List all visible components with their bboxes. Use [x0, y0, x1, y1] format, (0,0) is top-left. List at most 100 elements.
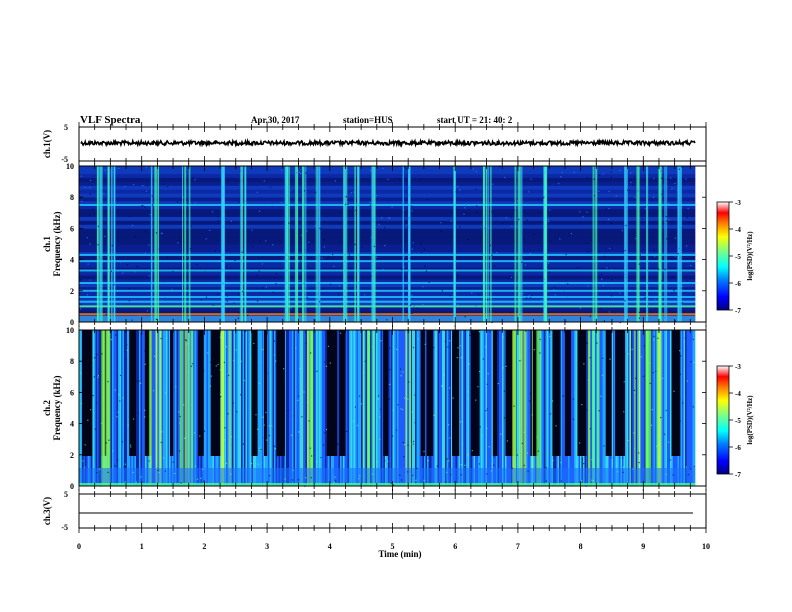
- spectro-column: [626, 330, 629, 486]
- spectro-speckle: [160, 441, 162, 444]
- spectro-speckle: [200, 299, 202, 301]
- spectro-gap: [198, 330, 204, 456]
- colorbar-tick-label: -5: [735, 253, 741, 261]
- spectro-column: [301, 330, 303, 486]
- spectro-speckle: [603, 220, 605, 223]
- spectro-speckle: [399, 178, 401, 180]
- spectro-tone: [79, 313, 696, 316]
- spectro-speckle: [674, 182, 676, 185]
- spectro-speckle: [94, 357, 96, 359]
- spectro-speckle: [584, 390, 587, 392]
- spectro-speckle: [256, 191, 258, 193]
- spectro-speckle: [475, 170, 477, 173]
- spectro-speckle: [310, 455, 313, 457]
- spectro-speckle: [529, 392, 532, 395]
- spectro-burst: [536, 330, 540, 486]
- spectro-speckle: [533, 233, 535, 235]
- spectro-speckle: [397, 404, 399, 406]
- spectro-speckle: [252, 270, 254, 272]
- spectro-band: [79, 166, 696, 171]
- spectro-speckle: [663, 274, 666, 276]
- spectro-column: [407, 330, 410, 486]
- spectro-speckle: [653, 196, 655, 198]
- spectro-speckle: [182, 290, 184, 292]
- spectro-speckle: [640, 356, 643, 358]
- spectro-speckle: [395, 348, 398, 350]
- spectro-speckle: [151, 204, 154, 206]
- spectro-column: [488, 330, 491, 486]
- spectro-speckle: [681, 166, 683, 168]
- spectro-speckle: [677, 253, 679, 255]
- spectro-speckle: [414, 394, 416, 396]
- spectro-speckle: [378, 416, 381, 418]
- spectro-speckle: [142, 204, 144, 207]
- spectro-speckle: [478, 293, 480, 296]
- spectro-column: [349, 330, 351, 486]
- spectro-speckle: [488, 228, 490, 230]
- spectro-speckle: [537, 450, 539, 452]
- spectro-speckle: [230, 436, 233, 438]
- spectro-speckle: [680, 355, 682, 357]
- spectro-speckle: [278, 347, 280, 349]
- spectro-speckle: [486, 230, 488, 233]
- spectro-speckle: [449, 387, 451, 389]
- spectro-speckle: [673, 289, 675, 292]
- spectro-speckle: [480, 270, 482, 273]
- spectro-speckle: [186, 253, 188, 255]
- spectro-streak: [514, 166, 517, 322]
- spectro-speckle: [278, 393, 280, 395]
- spectro-speckle: [455, 208, 458, 211]
- spectro-speckle: [692, 338, 695, 341]
- spectro-speckle: [581, 403, 583, 406]
- spectro-speckle: [584, 403, 586, 405]
- spectro-speckle: [554, 467, 556, 469]
- spectro-burst: [405, 330, 407, 486]
- spectro-speckle: [578, 364, 580, 366]
- spectro-speckle: [639, 254, 641, 256]
- spectro-speckle: [322, 288, 324, 290]
- spectro-speckle: [652, 372, 654, 374]
- spectro-column: [110, 330, 113, 486]
- spectro-column: [92, 330, 95, 486]
- spectro-speckle: [327, 330, 329, 332]
- spectro-tone: [79, 260, 696, 263]
- spectro-speckle: [262, 416, 264, 418]
- spectro-speckle: [138, 315, 140, 317]
- spectro-speckle: [87, 290, 90, 292]
- spectro-burst: [188, 330, 190, 486]
- spectro-speckle: [502, 336, 504, 338]
- spectro-speckle: [617, 407, 619, 409]
- spectro-speckle: [370, 237, 372, 239]
- spectro-column: [337, 330, 339, 486]
- spectro-speckle: [403, 209, 405, 211]
- spectro-speckle: [589, 428, 591, 430]
- spectro-speckle: [527, 470, 529, 472]
- spectro-speckle: [660, 416, 662, 419]
- spectro-speckle: [657, 337, 659, 339]
- spectro-speckle: [402, 202, 404, 204]
- spectro-speckle: [99, 468, 101, 470]
- spectro-column: [382, 330, 384, 486]
- spectro-speckle: [220, 396, 222, 398]
- spectro-speckle: [663, 184, 665, 186]
- spectro-streak: [150, 166, 153, 322]
- spectro-streak: [288, 166, 290, 322]
- spectro-speckle: [184, 436, 187, 438]
- spectro-column: [418, 330, 420, 486]
- spectro-column: [286, 330, 288, 486]
- spectro-speckle: [579, 211, 581, 213]
- spectro-speckle: [658, 258, 660, 260]
- spectro-streak: [636, 166, 638, 322]
- spectro-speckle: [279, 350, 281, 353]
- spectro-speckle: [308, 241, 310, 243]
- spectro-column: [410, 330, 413, 486]
- spectro-column: [388, 330, 390, 486]
- spectro-speckle: [603, 445, 605, 447]
- spectro-speckle: [605, 208, 607, 210]
- spectro-burst: [310, 330, 314, 486]
- spectro-speckle: [329, 283, 332, 285]
- spectro-column: [436, 330, 438, 486]
- spectro-speckle: [633, 175, 635, 177]
- spectro-speckle: [426, 198, 428, 201]
- spectro-speckle: [96, 472, 98, 474]
